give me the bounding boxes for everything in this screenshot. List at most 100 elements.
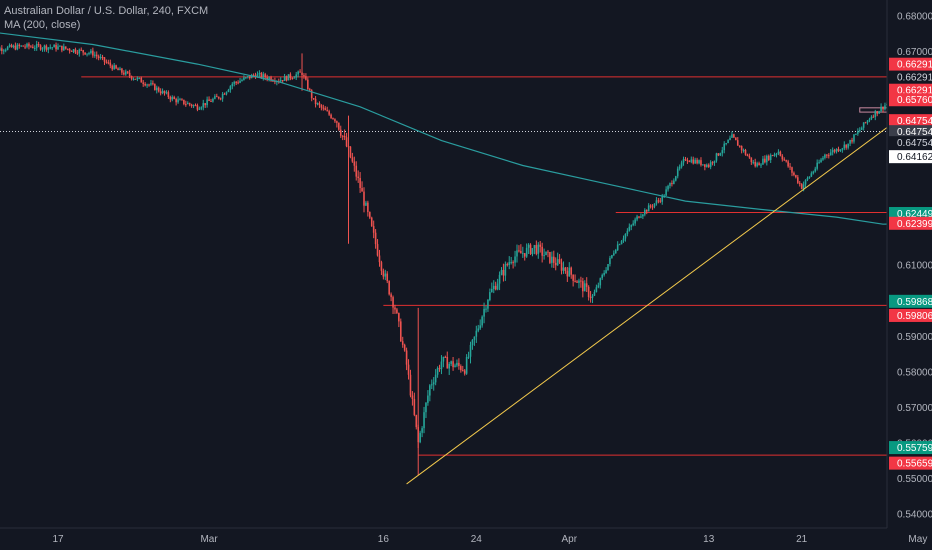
candle-body — [698, 160, 700, 164]
candle-body — [469, 344, 472, 357]
candle — [694, 157, 696, 164]
candle-body — [738, 145, 741, 147]
candle-body — [212, 98, 214, 102]
candle-body — [593, 292, 596, 296]
candle-body — [818, 162, 820, 164]
candle-body — [762, 158, 764, 165]
candle — [268, 76, 270, 82]
candle-body — [491, 288, 493, 293]
candle — [442, 356, 445, 368]
candle-body — [814, 168, 817, 172]
candle-body — [653, 203, 656, 207]
candle-body — [28, 43, 30, 47]
candle — [386, 271, 389, 284]
price-tag-label: 0.55759 — [897, 443, 932, 454]
candle — [12, 44, 15, 49]
candle-body — [849, 139, 851, 144]
candle — [525, 243, 528, 258]
candle-body — [144, 83, 146, 86]
candle — [744, 148, 747, 156]
candle-body — [769, 155, 772, 161]
candle — [523, 253, 526, 261]
candle — [26, 42, 28, 49]
candle — [419, 430, 421, 444]
candle — [37, 41, 40, 48]
candle-body — [243, 77, 245, 80]
ma-200-line[interactable] — [0, 30, 932, 225]
candle — [775, 152, 778, 158]
price-tag: 0.55759 — [889, 441, 932, 455]
candle — [605, 267, 607, 274]
candle — [219, 97, 222, 101]
candle-body — [14, 45, 17, 50]
candle — [35, 40, 38, 51]
candle — [248, 76, 251, 80]
candle — [837, 146, 840, 153]
candle — [607, 263, 609, 271]
candle — [4, 48, 7, 53]
candle-body — [733, 134, 735, 138]
candle-body — [210, 101, 212, 103]
candle — [762, 155, 764, 165]
candle-body — [93, 54, 96, 56]
candle — [293, 75, 296, 79]
candle — [173, 95, 175, 100]
candle — [128, 69, 131, 79]
candle-body — [833, 150, 836, 152]
candle-body — [777, 151, 780, 154]
candle — [657, 197, 660, 204]
candle — [14, 42, 17, 51]
candle — [186, 101, 189, 105]
candle — [448, 361, 451, 375]
candle-body — [485, 308, 487, 310]
candle-body — [183, 99, 185, 105]
candle — [461, 365, 464, 372]
candle-body — [452, 361, 454, 368]
candle-body — [119, 68, 121, 71]
candle-body — [845, 144, 848, 148]
candle — [185, 100, 187, 107]
candle-body — [336, 121, 338, 123]
candle-body — [223, 93, 226, 95]
candle — [407, 359, 410, 380]
candle-body — [22, 45, 24, 47]
candle — [179, 97, 181, 101]
candle-body — [510, 262, 512, 264]
candle-body — [171, 97, 174, 100]
candle-body — [870, 116, 873, 120]
candle — [640, 213, 642, 219]
candle — [835, 148, 838, 154]
candle-body — [204, 103, 206, 106]
candle-body — [45, 45, 48, 50]
ascending-trendline[interactable] — [406, 70, 932, 485]
candle-body — [295, 74, 298, 78]
candle-body — [163, 90, 166, 94]
candle — [97, 54, 100, 61]
candle-body — [70, 50, 73, 52]
candle-body — [41, 48, 44, 50]
candle-body — [376, 244, 379, 256]
candle-body — [363, 191, 365, 206]
candle-body — [115, 65, 117, 69]
candle — [674, 175, 677, 182]
candle — [692, 156, 695, 165]
candle — [618, 243, 621, 246]
y-tick-label: 0.54000 — [897, 510, 932, 521]
candle — [492, 280, 495, 294]
price-tag-bg — [889, 294, 932, 308]
candle — [820, 157, 822, 163]
candle-body — [667, 185, 669, 190]
candle — [355, 161, 358, 181]
candle-body — [473, 336, 476, 340]
candle-body — [99, 57, 102, 59]
candle — [154, 83, 156, 91]
candle-body — [134, 78, 137, 80]
candle — [704, 164, 706, 171]
candle-body — [390, 294, 392, 298]
candle-body — [479, 325, 481, 329]
price-tag-label: 0.64754 — [897, 116, 932, 127]
candle — [808, 176, 811, 179]
candle-body — [10, 44, 13, 48]
candle-body — [506, 264, 509, 266]
